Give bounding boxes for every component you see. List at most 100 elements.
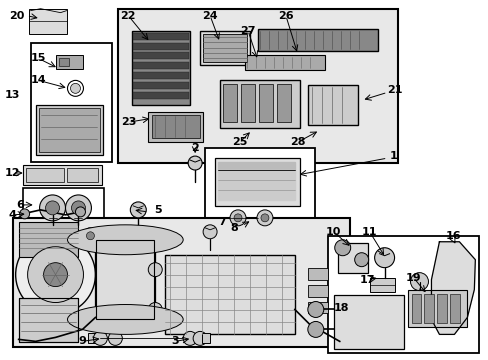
Text: 1: 1 [389, 151, 397, 161]
Ellipse shape [307, 321, 323, 337]
Bar [19, 298, 78, 342]
Bar [307, 268, 327, 280]
Ellipse shape [43, 263, 67, 287]
Ellipse shape [354, 253, 368, 267]
Bar [133, 42, 189, 50]
Ellipse shape [67, 305, 183, 334]
Text: 7: 7 [218, 217, 225, 227]
Ellipse shape [307, 302, 323, 318]
Text: 21: 21 [386, 85, 402, 95]
Ellipse shape [71, 201, 85, 215]
Text: 17: 17 [359, 275, 375, 285]
Text: 6: 6 [17, 200, 24, 210]
Bar [203, 33, 246, 62]
Bar [133, 62, 189, 69]
Bar [133, 53, 189, 59]
Ellipse shape [82, 228, 98, 244]
Ellipse shape [410, 273, 427, 291]
Text: 5: 5 [154, 205, 162, 215]
Bar [59, 58, 68, 67]
Polygon shape [218, 170, 294, 200]
Ellipse shape [16, 235, 95, 315]
Ellipse shape [40, 195, 65, 221]
Bar [307, 302, 327, 314]
Bar [132, 31, 190, 105]
Text: 25: 25 [232, 137, 247, 147]
Ellipse shape [229, 210, 245, 226]
Ellipse shape [27, 247, 83, 302]
Bar [424, 293, 433, 323]
Ellipse shape [70, 84, 81, 93]
Bar [411, 293, 421, 323]
Text: 28: 28 [289, 137, 305, 147]
Bar [369, 278, 394, 292]
Ellipse shape [93, 332, 107, 345]
Text: 24: 24 [202, 11, 218, 21]
Bar [307, 85, 357, 125]
Ellipse shape [193, 332, 207, 345]
Bar [152, 115, 200, 138]
Bar [204, 148, 314, 238]
Bar [133, 72, 189, 80]
Ellipse shape [203, 225, 217, 239]
Bar [56, 55, 83, 69]
Bar [25, 168, 63, 182]
Bar [244, 55, 324, 71]
Ellipse shape [256, 210, 272, 226]
Bar [449, 293, 459, 323]
Bar [165, 255, 294, 334]
Ellipse shape [65, 195, 91, 221]
Bar [437, 293, 447, 323]
Text: 2: 2 [191, 143, 199, 153]
Text: 11: 11 [361, 227, 377, 237]
Bar [118, 9, 397, 163]
Bar [202, 333, 210, 343]
Text: 10: 10 [325, 227, 341, 237]
Bar [307, 285, 327, 297]
Bar [200, 31, 249, 66]
Ellipse shape [374, 248, 394, 268]
Text: 26: 26 [278, 11, 293, 21]
Bar [19, 222, 78, 257]
Text: 3: 3 [171, 336, 179, 346]
Text: 22: 22 [121, 11, 136, 21]
Bar [88, 333, 96, 343]
Text: 16: 16 [445, 231, 460, 241]
Ellipse shape [67, 225, 183, 255]
Text: 9: 9 [79, 336, 86, 346]
Bar [133, 92, 189, 99]
Bar [96, 240, 154, 319]
Bar [241, 84, 254, 122]
Ellipse shape [261, 214, 268, 222]
Text: 13: 13 [5, 90, 20, 100]
Bar [19, 298, 78, 342]
Bar [133, 32, 189, 40]
Ellipse shape [188, 156, 202, 170]
Bar [29, 9, 66, 33]
Text: 14: 14 [31, 75, 46, 85]
Text: 19: 19 [405, 273, 421, 283]
Text: 8: 8 [230, 223, 238, 233]
Bar [258, 28, 377, 50]
Bar [215, 158, 299, 206]
Text: 4: 4 [9, 210, 17, 220]
Text: 15: 15 [31, 54, 46, 63]
Bar [223, 84, 237, 122]
Ellipse shape [183, 332, 197, 345]
Polygon shape [430, 242, 474, 334]
Ellipse shape [20, 209, 30, 219]
Bar [133, 82, 189, 89]
Bar [276, 84, 290, 122]
Text: 20: 20 [9, 11, 24, 21]
Bar [22, 165, 102, 185]
Text: 12: 12 [5, 168, 20, 178]
Bar [31, 42, 112, 162]
Ellipse shape [67, 80, 83, 96]
Text: 27: 27 [240, 26, 255, 36]
Ellipse shape [234, 214, 242, 222]
Bar [22, 188, 104, 230]
Bar [95, 240, 155, 319]
Bar [259, 84, 272, 122]
Ellipse shape [148, 263, 162, 276]
Ellipse shape [334, 240, 350, 256]
